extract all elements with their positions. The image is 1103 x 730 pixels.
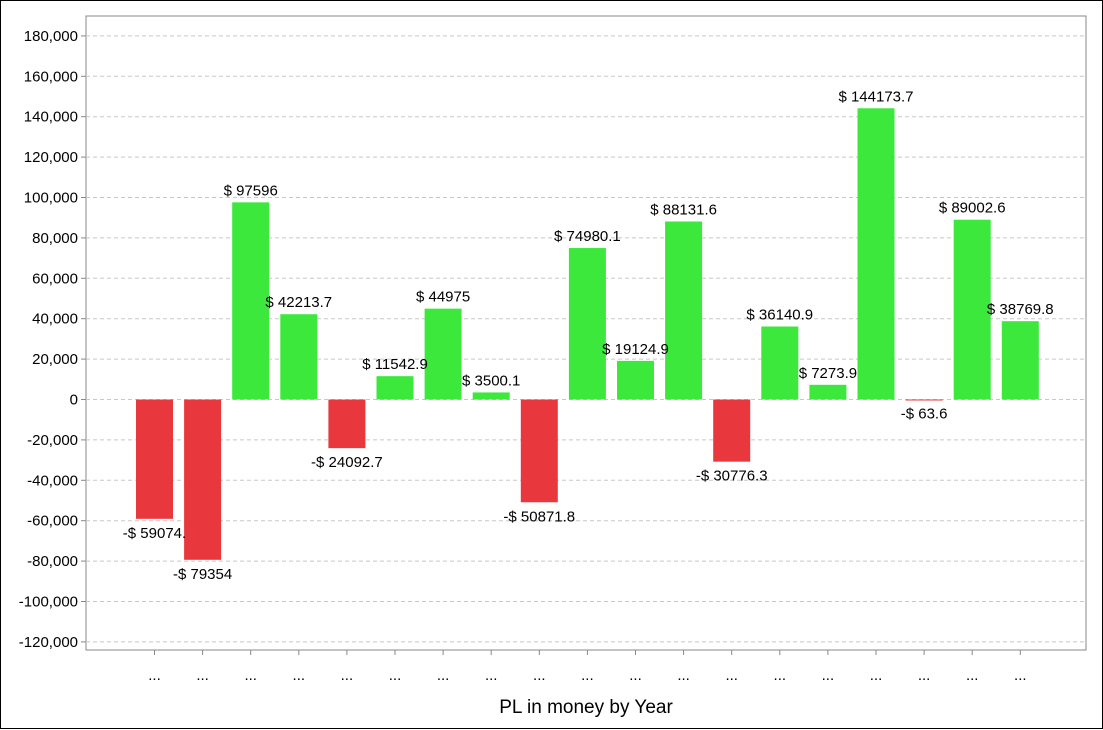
bar [424, 308, 462, 400]
data-label: -$ 63.6 [901, 406, 948, 423]
data-label: $ 7273.9 [799, 365, 857, 382]
bar [1001, 321, 1039, 400]
x-tick-label: ... [918, 667, 931, 684]
bar [857, 108, 895, 400]
bar [184, 399, 222, 560]
x-tick-label: ... [341, 667, 354, 684]
x-tick-label: ... [822, 667, 835, 684]
bar [953, 219, 991, 400]
x-tick-label: ... [581, 667, 594, 684]
y-tick-label: 20,000 [32, 351, 78, 368]
bar [809, 384, 847, 400]
bar [376, 376, 414, 400]
x-tick-label: ... [677, 667, 690, 684]
bar [617, 360, 654, 400]
bars [136, 108, 1039, 560]
bar [520, 399, 558, 503]
y-tick-label: -60,000 [27, 513, 78, 530]
y-tick-label: 100,000 [24, 190, 78, 207]
x-axis-title: PL in money by Year [499, 697, 673, 718]
data-label: $ 36140.9 [746, 306, 813, 323]
data-label: $ 144173.7 [838, 88, 913, 105]
data-labels: -$ 59074. -$ 79354 $ 97596 $ 42213.7 -$ 2409… [123, 88, 1054, 583]
y-tick-label: -80,000 [27, 553, 78, 570]
y-tick-label: 140,000 [24, 109, 78, 126]
data-label: -$ 30776.3 [696, 468, 768, 485]
y-tick-label: 180,000 [24, 28, 78, 45]
x-tick-label: ... [533, 667, 546, 684]
data-label: $ 38769.8 [987, 301, 1054, 318]
data-label: -$ 24092.7 [311, 454, 383, 471]
x-tick-label: ... [389, 667, 402, 684]
y-tick-label: 60,000 [32, 270, 78, 287]
y-tick-label: 80,000 [32, 230, 78, 247]
data-label: $ 19124.9 [602, 341, 669, 358]
bar [472, 392, 510, 400]
x-tick-label: ... [774, 667, 787, 684]
data-label: -$ 50871.8 [503, 508, 575, 525]
y-tick-label: 120,000 [24, 149, 78, 166]
data-label: $ 74980.1 [554, 228, 621, 245]
bar [713, 399, 751, 462]
bar [568, 248, 606, 400]
x-tick-label: ... [196, 667, 209, 684]
y-tick-label: 40,000 [32, 311, 78, 328]
y-axis-ticks: 180,000 160,000 140,000 120,000 100,000 80,00… [19, 28, 86, 651]
data-label: $ 97596 [224, 182, 278, 199]
x-axis-ticks: ........................................… [148, 650, 1027, 684]
x-tick-label: ... [148, 667, 161, 684]
y-tick-label: -120,000 [19, 634, 78, 651]
bar [136, 399, 173, 519]
data-label: -$ 59074. [123, 525, 186, 542]
data-label: $ 11542.9 [362, 356, 428, 373]
data-label: $ 89002.6 [939, 200, 1006, 217]
x-tick-label: ... [485, 667, 498, 684]
x-tick-label: ... [725, 667, 738, 684]
bar [232, 202, 270, 400]
x-tick-label: ... [293, 667, 306, 684]
data-label: -$ 79354 [173, 566, 232, 583]
bar [761, 326, 799, 400]
bar [280, 314, 318, 400]
x-tick-label: ... [629, 667, 642, 684]
bar [328, 399, 366, 449]
y-tick-label: -100,000 [19, 594, 78, 611]
bar [665, 221, 703, 400]
data-label: $ 3500.1 [462, 372, 520, 389]
y-tick-label: 160,000 [24, 68, 78, 85]
grid-lines [86, 35, 1086, 643]
bar [905, 399, 943, 401]
x-tick-label: ... [437, 667, 450, 684]
x-tick-label: ... [870, 667, 883, 684]
x-tick-label: ... [1014, 667, 1027, 684]
y-tick-label: 0 [70, 392, 78, 409]
x-tick-label: ... [966, 667, 979, 684]
data-label: $ 88131.6 [650, 201, 717, 218]
data-label: $ 42213.7 [265, 294, 332, 311]
data-label: $ 44975 [416, 289, 470, 306]
x-tick-label: ... [244, 667, 257, 684]
y-tick-label: -20,000 [27, 432, 78, 449]
y-tick-label: -40,000 [27, 472, 78, 489]
